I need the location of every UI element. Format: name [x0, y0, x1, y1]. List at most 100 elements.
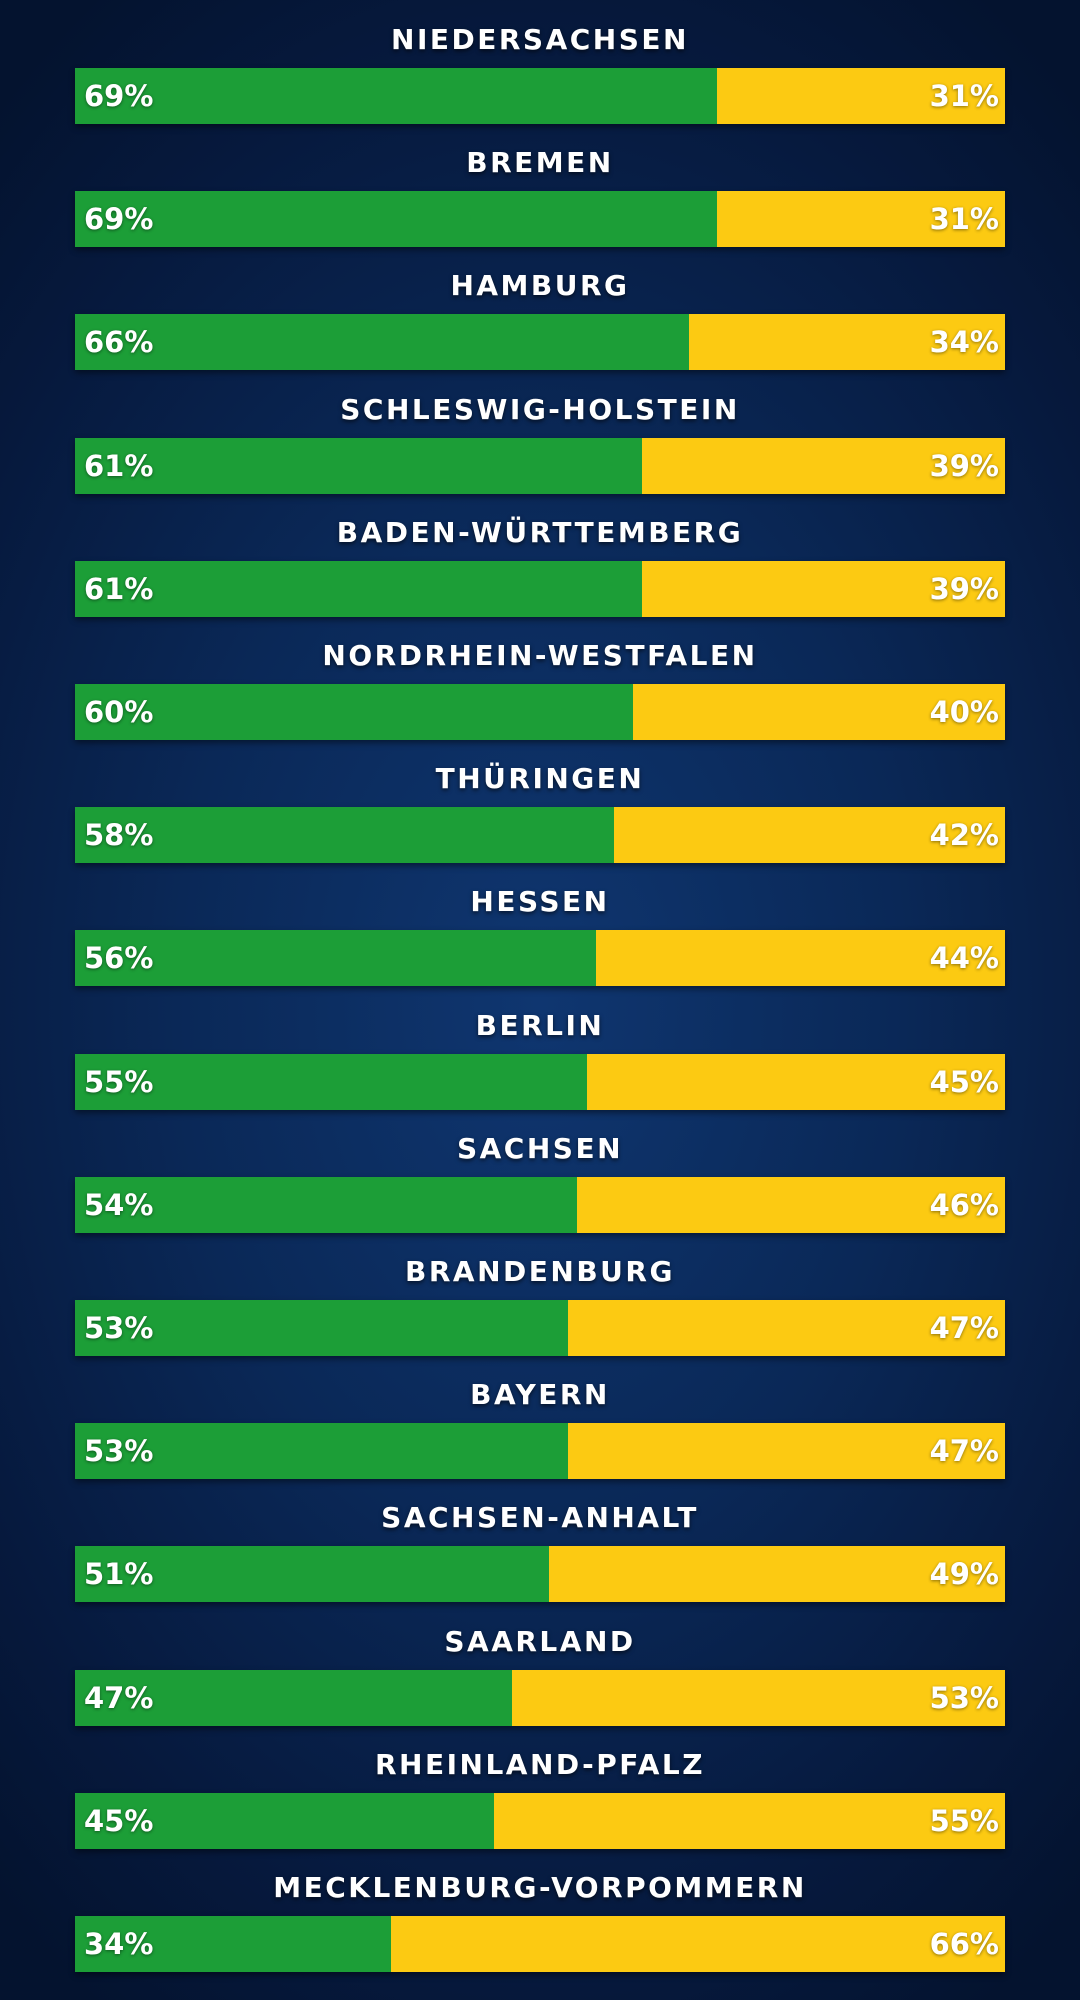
stacked-bar: 53% 47% [75, 1423, 1005, 1480]
bar-segment-green: 69% [75, 68, 717, 124]
chart-row: SAARLAND 47% 53% [75, 1622, 1005, 1727]
stacked-bar: 51% 49% [75, 1546, 1005, 1603]
value-label-yellow: 46% [929, 1187, 999, 1222]
category-label: THÜRINGEN [435, 762, 645, 796]
category-label: HESSEN [470, 885, 610, 919]
category-label: NORDRHEIN-WESTFALEN [322, 639, 758, 672]
value-label-green: 54% [84, 1187, 154, 1222]
chart-row: BAYERN 53% 47% [75, 1375, 1005, 1480]
bar-segment-green: 45% [75, 1792, 494, 1849]
stacked-bar: 69% 31% [75, 191, 1005, 248]
stacked-bar: 56% 44% [75, 930, 1005, 987]
chart-row: BADEN-WÜRTTEMBERG 61% 39% [75, 513, 1005, 618]
value-label-yellow: 39% [929, 448, 999, 483]
bar-segment-green: 56% [75, 930, 596, 987]
bar-segment-yellow: 47% [567, 1300, 1005, 1356]
value-label-green: 69% [84, 202, 154, 237]
value-label-green: 61% [84, 448, 154, 483]
stacked-bar: 58% 42% [75, 807, 1005, 864]
value-label-green: 53% [84, 1311, 154, 1345]
value-label-green: 61% [84, 571, 154, 606]
value-label-yellow: 47% [929, 1434, 999, 1469]
category-label: HAMBURG [450, 269, 630, 303]
value-label-yellow: 40% [929, 695, 999, 729]
value-label-green: 60% [84, 695, 154, 729]
bar-segment-yellow: 46% [577, 1176, 1005, 1233]
category-label: SAARLAND [444, 1624, 636, 1658]
stacked-bar: 47% 53% [75, 1669, 1005, 1726]
chart-row: SACHSEN 54% 46% [75, 1129, 1005, 1234]
value-label-green: 53% [84, 1434, 154, 1469]
stacked-bar: 60% 40% [75, 684, 1005, 740]
category-label: SACHSEN-ANHALT [381, 1501, 699, 1535]
chart-row: THÜRINGEN 58% 42% [75, 759, 1005, 864]
category-label: MECKLENBURG-VORPOMMERN [273, 1871, 807, 1904]
value-label-green: 58% [84, 818, 154, 853]
bar-segment-green: 34% [75, 1916, 392, 1972]
category-label: BAYERN [470, 1378, 610, 1412]
bar-segment-green: 66% [75, 314, 689, 371]
value-label-green: 51% [84, 1557, 154, 1592]
category-label: BRANDENBURG [405, 1255, 675, 1288]
stacked-bar: 53% 47% [75, 1300, 1005, 1356]
stacked-bar: 45% 55% [75, 1792, 1005, 1849]
chart-row: NORDRHEIN-WESTFALEN 60% 40% [75, 636, 1005, 741]
category-label: NIEDERSACHSEN [391, 23, 689, 56]
value-label-green: 45% [84, 1803, 154, 1838]
bar-segment-green: 51% [75, 1546, 550, 1603]
value-label-green: 47% [84, 1680, 154, 1715]
bar-segment-green: 47% [75, 1669, 513, 1726]
value-label-yellow: 31% [929, 202, 999, 237]
category-label: SCHLESWIG-HOLSTEIN [340, 392, 740, 426]
category-label: BREMEN [466, 146, 614, 180]
bar-segment-yellow: 45% [586, 1053, 1005, 1110]
value-label-yellow: 39% [929, 571, 999, 606]
value-label-green: 56% [84, 941, 154, 976]
stacked-bar: 34% 66% [75, 1916, 1005, 1972]
value-label-green: 69% [84, 79, 154, 113]
stacked-bar: 61% 39% [75, 437, 1005, 494]
bar-segment-yellow: 55% [493, 1792, 1005, 1849]
bar-segment-yellow: 31% [716, 191, 1005, 248]
bar-segment-green: 69% [75, 191, 717, 248]
chart-row: NIEDERSACHSEN 69% 31% [75, 20, 1005, 125]
value-label-yellow: 44% [929, 941, 999, 976]
stacked-bar: 54% 46% [75, 1176, 1005, 1233]
bar-segment-yellow: 44% [595, 930, 1005, 987]
chart-row: BERLIN 55% 45% [75, 1006, 1005, 1111]
category-label: RHEINLAND-PFALZ [374, 1747, 706, 1781]
chart-row: SACHSEN-ANHALT 51% 49% [75, 1498, 1005, 1603]
chart-row: BRANDENBURG 53% 47% [75, 1252, 1005, 1357]
bar-segment-green: 61% [75, 437, 643, 494]
chart-row: HAMBURG 66% 34% [75, 266, 1005, 371]
stacked-bar: 66% 34% [75, 314, 1005, 371]
value-label-yellow: 42% [929, 818, 999, 853]
bar-segment-yellow: 34% [688, 314, 1005, 371]
bar-segment-green: 54% [75, 1176, 578, 1233]
bar-segment-green: 53% [75, 1423, 568, 1480]
chart-row: SCHLESWIG-HOLSTEIN 61% 39% [75, 390, 1005, 495]
chart-row: HESSEN 56% 44% [75, 882, 1005, 987]
bar-segment-green: 55% [75, 1053, 587, 1110]
bar-segment-yellow: 66% [391, 1916, 1005, 1972]
value-label-green: 66% [84, 325, 154, 360]
chart-row: BREMEN 69% 31% [75, 143, 1005, 248]
bar-segment-yellow: 47% [567, 1423, 1005, 1480]
stacked-bar: 61% 39% [75, 560, 1005, 617]
value-label-yellow: 45% [929, 1064, 999, 1099]
value-label-yellow: 53% [929, 1680, 999, 1715]
bar-segment-green: 60% [75, 684, 633, 740]
bar-segment-yellow: 31% [716, 68, 1005, 124]
stacked-bar: 55% 45% [75, 1053, 1005, 1110]
bar-segment-green: 53% [75, 1300, 568, 1356]
bar-segment-yellow: 39% [642, 560, 1005, 617]
value-label-yellow: 31% [929, 79, 999, 113]
value-label-yellow: 55% [929, 1803, 999, 1838]
bar-segment-yellow: 49% [549, 1546, 1005, 1603]
value-label-green: 34% [84, 1927, 154, 1961]
category-label: BADEN-WÜRTTEMBERG [336, 515, 744, 549]
value-label-green: 55% [84, 1064, 154, 1099]
value-label-yellow: 34% [929, 325, 999, 360]
value-label-yellow: 47% [929, 1311, 999, 1345]
